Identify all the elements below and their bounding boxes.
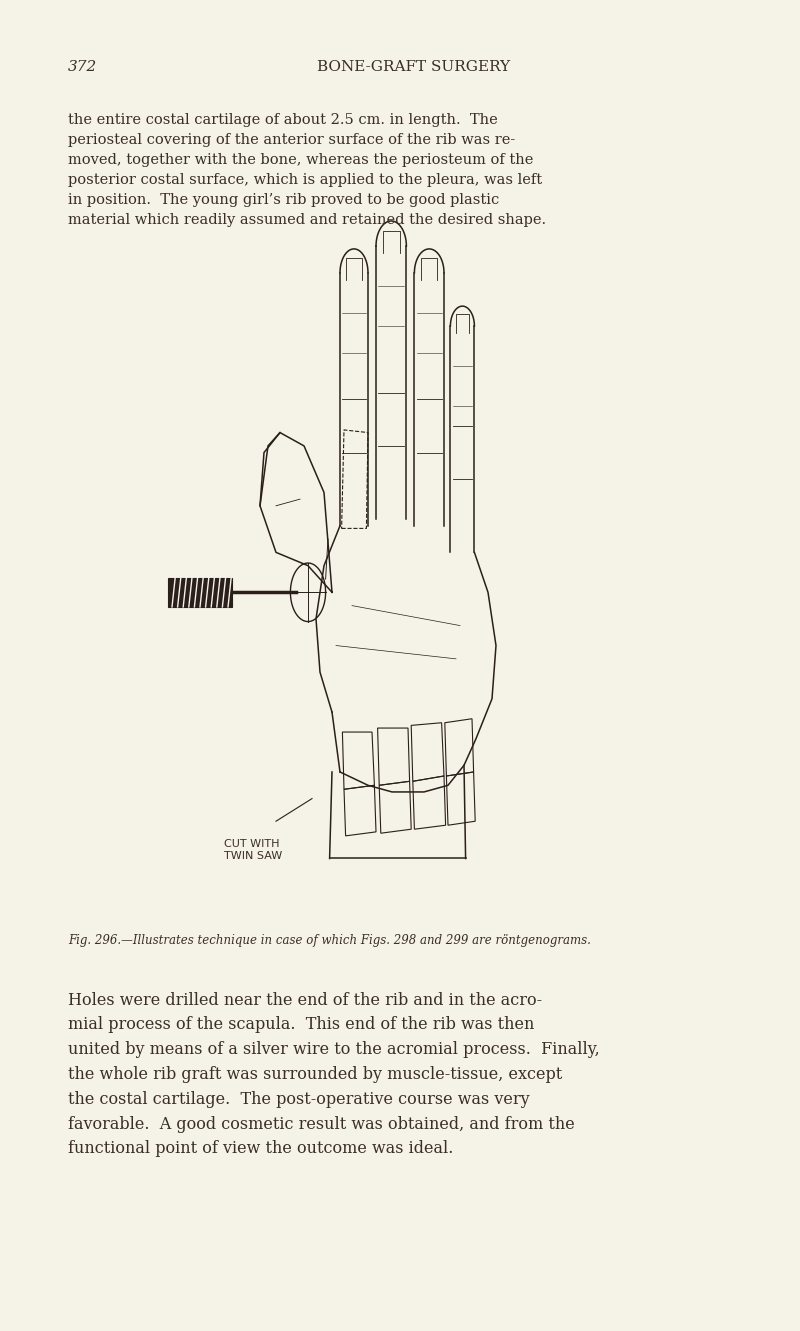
Text: 372: 372	[68, 60, 98, 75]
Text: the entire costal cartilage of about 2.5 cm. in length.  The
periosteal covering: the entire costal cartilage of about 2.5…	[68, 113, 546, 228]
Text: CUT WITH
TWIN SAW: CUT WITH TWIN SAW	[224, 839, 282, 861]
Bar	[168, 578, 232, 607]
Text: Fig. 296.—Illustrates technique in case of which Figs. 298 and 299 are röntgenog: Fig. 296.—Illustrates technique in case …	[68, 934, 591, 948]
Text: Holes were drilled near the end of the rib and in the acro-
mial process of the : Holes were drilled near the end of the r…	[68, 992, 600, 1158]
Text: BONE-GRAFT SURGERY: BONE-GRAFT SURGERY	[318, 60, 510, 75]
